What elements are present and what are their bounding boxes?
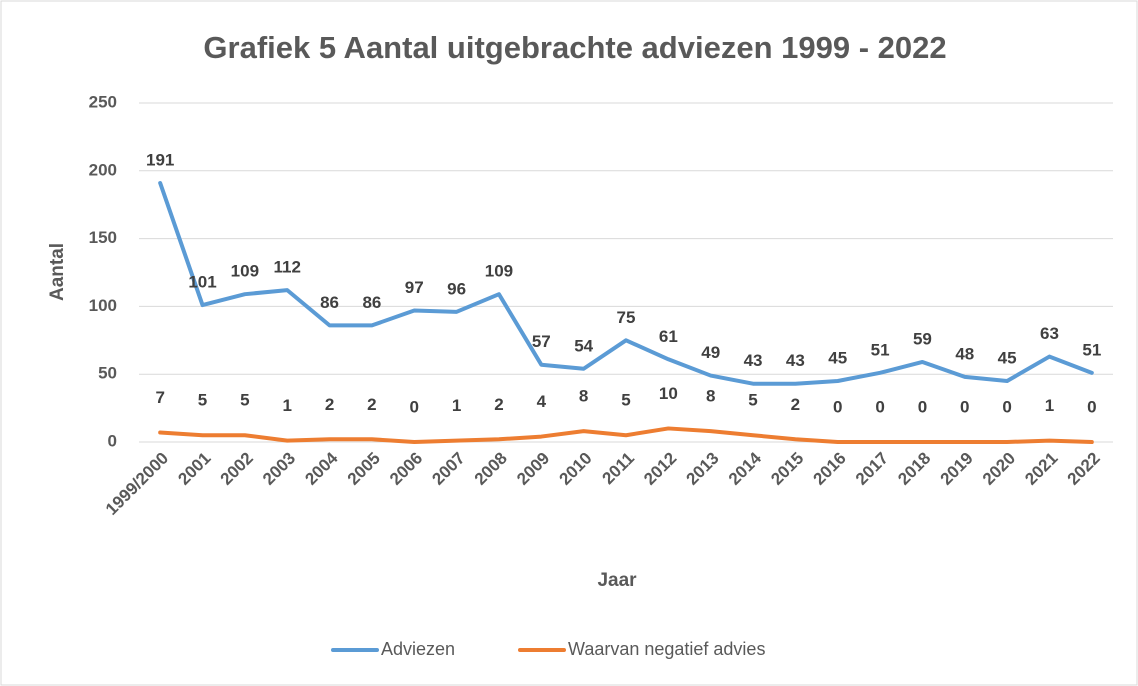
data-label: 54 xyxy=(574,336,593,355)
data-label: 0 xyxy=(1002,397,1011,416)
data-label: 5 xyxy=(198,391,207,410)
data-label: 63 xyxy=(1040,324,1059,343)
data-label: 86 xyxy=(362,293,381,312)
data-label: 49 xyxy=(701,343,720,362)
data-label: 191 xyxy=(146,150,174,169)
data-label: 0 xyxy=(833,397,842,416)
y-axis-title: Aantal xyxy=(47,243,68,301)
data-label: 4 xyxy=(537,392,547,411)
data-label: 45 xyxy=(828,348,847,367)
x-axis-title: Jaar xyxy=(597,570,637,591)
chart-title: Grafiek 5 Aantal uitgebrachte adviezen 1… xyxy=(203,30,946,65)
data-label: 51 xyxy=(1082,340,1101,359)
data-label: 112 xyxy=(273,258,300,277)
data-label: 1 xyxy=(452,396,461,415)
data-label: 51 xyxy=(871,340,890,359)
data-label: 96 xyxy=(447,279,466,298)
data-label: 8 xyxy=(579,387,588,406)
data-label: 109 xyxy=(485,262,513,281)
data-label: 5 xyxy=(621,391,630,410)
y-tick-label: 150 xyxy=(89,228,117,247)
data-label: 59 xyxy=(913,329,932,348)
data-label: 57 xyxy=(532,332,551,351)
y-tick-label: 100 xyxy=(89,296,117,315)
y-tick-label: 50 xyxy=(98,364,117,383)
y-tick-label: 0 xyxy=(108,431,117,450)
data-label: 0 xyxy=(1087,397,1096,416)
y-tick-label: 200 xyxy=(89,160,117,179)
data-label: 45 xyxy=(998,348,1017,367)
data-label: 2 xyxy=(791,395,800,414)
data-label: 5 xyxy=(240,391,249,410)
data-label: 0 xyxy=(875,397,884,416)
data-label: 43 xyxy=(786,351,805,370)
data-label: 75 xyxy=(617,308,636,327)
data-label: 2 xyxy=(367,395,376,414)
data-label: 7 xyxy=(155,388,164,407)
data-label: 8 xyxy=(706,387,715,406)
data-label: 0 xyxy=(918,397,927,416)
data-label: 97 xyxy=(405,278,424,297)
data-label: 109 xyxy=(231,262,259,281)
series-line xyxy=(158,181,1094,386)
data-label: 1 xyxy=(282,396,291,415)
data-label: 43 xyxy=(744,351,763,370)
data-label: 2 xyxy=(325,395,334,414)
data-label: 0 xyxy=(960,397,969,416)
data-label: 48 xyxy=(955,344,974,363)
data-label: 10 xyxy=(659,384,678,403)
data-label: 61 xyxy=(659,327,678,346)
series-line xyxy=(158,426,1094,444)
data-label: 101 xyxy=(188,273,216,292)
data-label: 86 xyxy=(320,293,339,312)
data-label: 1 xyxy=(1045,396,1054,415)
data-label: 0 xyxy=(410,397,419,416)
data-label: 5 xyxy=(748,391,757,410)
y-tick-label: 250 xyxy=(89,92,117,111)
legend-label: Adviezen xyxy=(381,639,455,659)
data-label: 2 xyxy=(494,395,503,414)
legend-label: Waarvan negatief advies xyxy=(568,639,765,659)
